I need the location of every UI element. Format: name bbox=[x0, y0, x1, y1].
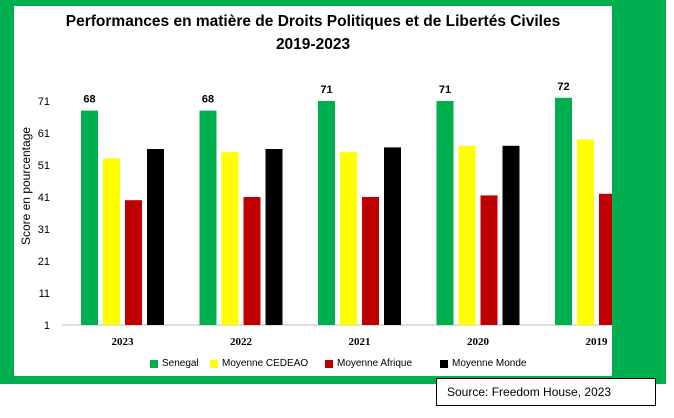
bar bbox=[480, 195, 498, 325]
y-tick-label: 41 bbox=[38, 192, 50, 204]
legend-item: Moyenne CEDEAO bbox=[210, 358, 308, 369]
x-tick-label: 2023 bbox=[112, 336, 135, 348]
legend-swatch bbox=[150, 359, 158, 368]
bar bbox=[436, 101, 454, 325]
chart-title: Performances en matière de Droits Politi… bbox=[65, 13, 561, 30]
data-label: 71 bbox=[320, 84, 332, 96]
legend-swatch bbox=[325, 359, 333, 368]
x-tick-label: 2020 bbox=[467, 336, 490, 348]
bar bbox=[458, 145, 476, 325]
y-tick-label: 1 bbox=[44, 320, 50, 332]
x-tick-label: 2021 bbox=[349, 336, 371, 348]
y-tick-label: 31 bbox=[38, 224, 50, 236]
bar bbox=[340, 152, 357, 325]
legend-label: Moyenne Afrique bbox=[337, 358, 413, 369]
bar bbox=[362, 197, 379, 325]
bar bbox=[577, 139, 594, 325]
y-tick-label: 61 bbox=[38, 128, 50, 140]
legend-item: Senegal bbox=[150, 358, 199, 369]
bar bbox=[318, 101, 335, 325]
bar bbox=[147, 149, 164, 325]
data-label: 68 bbox=[83, 94, 95, 106]
source-note: Source: Freedom House, 2023 bbox=[436, 378, 656, 406]
y-tick-label: 51 bbox=[38, 160, 50, 172]
legend-label: Senegal bbox=[162, 358, 199, 369]
bar bbox=[221, 152, 239, 325]
legend-label: Moyenne Monde bbox=[452, 358, 527, 369]
y-tick-label: 21 bbox=[38, 256, 50, 268]
x-tick-label: 2022 bbox=[230, 336, 253, 348]
bar bbox=[125, 200, 142, 325]
bar bbox=[599, 193, 612, 325]
bar bbox=[555, 97, 572, 325]
data-label: 72 bbox=[557, 81, 569, 93]
bar bbox=[502, 145, 520, 325]
legend-label: Moyenne CEDEAO bbox=[222, 358, 309, 369]
y-tick-label: 11 bbox=[39, 288, 50, 300]
data-label: 71 bbox=[439, 84, 451, 96]
legend-swatch bbox=[440, 359, 448, 368]
chart-title-block: Performances en matière de Droits Politi… bbox=[14, 10, 612, 56]
chart-subtitle: 2019-2023 bbox=[275, 36, 351, 53]
legend-swatch bbox=[210, 359, 218, 368]
legend-item: Moyenne Monde bbox=[440, 358, 527, 369]
bar bbox=[265, 149, 283, 325]
legend: Senegal Moyenne CEDEAO Moyenne Afrique Moye… bbox=[0, 358, 674, 372]
bar bbox=[199, 110, 217, 325]
y-axis-label: Score en pourcentage bbox=[19, 126, 33, 246]
x-tick-label: 2019 bbox=[586, 336, 609, 348]
data-label: 68 bbox=[202, 94, 214, 106]
y-tick-label: 71 bbox=[38, 96, 50, 108]
bar bbox=[81, 110, 98, 325]
legend-item: Moyenne Afrique bbox=[325, 358, 412, 369]
bar bbox=[384, 147, 401, 325]
bar bbox=[243, 197, 261, 325]
bar bbox=[103, 158, 120, 325]
